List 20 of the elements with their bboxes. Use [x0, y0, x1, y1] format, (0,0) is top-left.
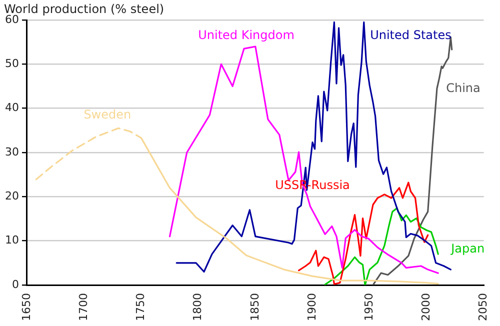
x-tick-label: 1650 [20, 293, 33, 322]
y-tick-label: 10 [4, 234, 19, 247]
x-tick-label: 1850 [248, 293, 262, 322]
x-tick-label: 1700 [76, 293, 90, 322]
x-tick-label: 2000 [420, 293, 433, 322]
x-tick-label: 1950 [362, 293, 376, 322]
y-tick-label: 20 [4, 190, 19, 203]
x-tick-label: 1800 [191, 293, 204, 322]
y-tick-label: 50 [4, 57, 19, 70]
series-label: United Kingdom [198, 28, 294, 42]
x-tick-label: 2050 [476, 293, 490, 322]
y-tick-label: 30 [4, 145, 19, 158]
series-label: United States [370, 28, 452, 42]
series-label: Sweden [84, 108, 132, 122]
x-tick-label: 1900 [305, 293, 318, 322]
series-label: China [446, 81, 480, 96]
y-tick-label: 40 [4, 101, 19, 114]
y-tick-label: 0 [12, 278, 19, 291]
x-tick-label: 1750 [134, 293, 148, 322]
series-label: Japan [450, 241, 485, 256]
